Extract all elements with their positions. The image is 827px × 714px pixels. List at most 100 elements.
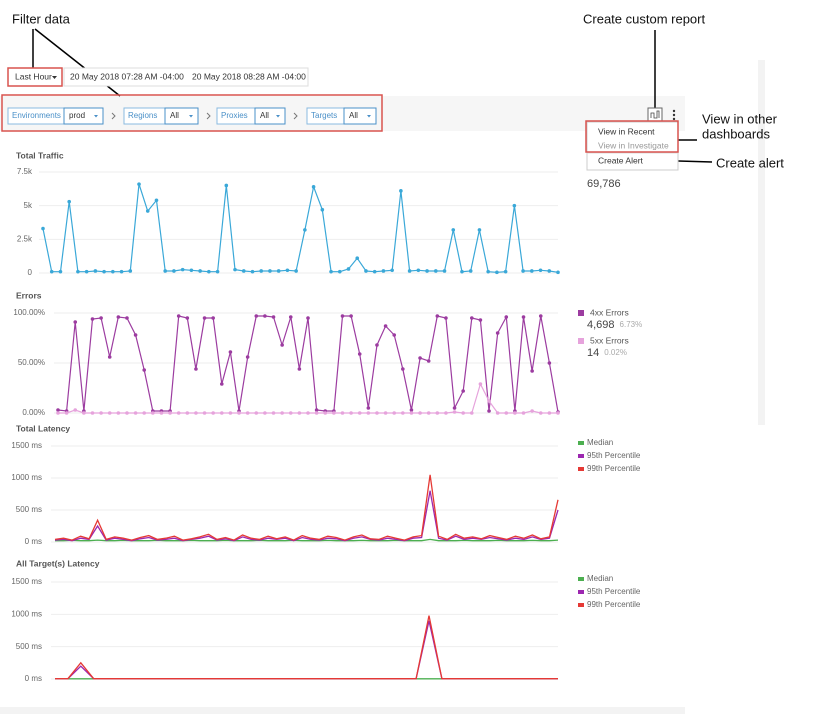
y-tick-label: 0 ms (25, 674, 42, 683)
filter-value[interactable]: prod (69, 111, 85, 120)
data-point (67, 199, 71, 204)
data-point (409, 408, 414, 412)
filters: Environments prod Regions All Proxies All Targ… (7, 107, 377, 125)
chevron (111, 112, 116, 120)
data-point (349, 411, 353, 415)
series-total: 4,698 (587, 319, 615, 331)
data-point (125, 316, 129, 320)
y-tick-label: 0 ms (25, 537, 42, 546)
data-point (154, 198, 159, 203)
series-line (55, 620, 558, 680)
data-point (111, 269, 115, 274)
y-tick-label: 7.5k (17, 167, 33, 176)
filter-select[interactable] (254, 107, 286, 125)
data-point (194, 411, 198, 415)
data-point (116, 411, 121, 415)
legend-label: 95th Percentile (587, 587, 641, 596)
filter-value[interactable]: All (260, 111, 269, 120)
data-point (219, 382, 224, 386)
y-tick-label: 0 (28, 268, 33, 277)
data-point (107, 411, 112, 415)
data-point (512, 203, 517, 208)
data-point (211, 316, 215, 320)
data-point (56, 411, 60, 415)
legend-label: 95th Percentile (587, 451, 641, 460)
data-point (228, 411, 233, 415)
y-tick-label: 500 ms (16, 642, 42, 651)
data-point (375, 411, 379, 415)
data-point (294, 269, 298, 273)
caret (189, 115, 193, 118)
data-point (73, 320, 78, 324)
y-tick-label: 1500 ms (11, 441, 42, 450)
range-button[interactable]: Last Hour (7, 67, 63, 87)
charts: Total Traffic 0 2.5k 5k 7.5k 69,786 Errors 0.00… (11, 150, 642, 683)
data-point (332, 411, 336, 415)
chart-title: Total Traffic (16, 150, 64, 160)
data-point (444, 411, 448, 415)
data-point (142, 411, 147, 415)
data-point (306, 316, 310, 320)
data-point (452, 406, 457, 410)
range-button-box[interactable] (7, 67, 63, 87)
y-tick-label: 1000 ms (11, 609, 42, 618)
data-point (521, 269, 525, 273)
data-point (486, 269, 490, 274)
data-point (399, 189, 403, 193)
data-point (444, 316, 448, 320)
data-point (504, 411, 509, 415)
custom-report-button[interactable] (647, 107, 663, 122)
range-label[interactable]: Last Hour (15, 71, 52, 81)
filter-label: Regions (128, 111, 157, 120)
data-point (478, 318, 483, 322)
filter-value[interactable]: All (170, 111, 179, 120)
data-point (303, 228, 307, 232)
data-point (263, 411, 267, 415)
filter-select[interactable] (343, 107, 377, 125)
data-point (271, 315, 276, 319)
data-point (297, 411, 302, 415)
more-button[interactable] (672, 109, 676, 121)
caret (52, 76, 57, 79)
chart-title: Errors (16, 290, 42, 300)
caret (276, 115, 280, 118)
data-point (202, 316, 207, 320)
legend-swatch (578, 590, 584, 594)
data-point (137, 182, 141, 186)
menu-item[interactable]: Create Alert (598, 155, 644, 165)
data-point (93, 269, 98, 273)
data-point (151, 411, 155, 415)
data-point (521, 315, 526, 319)
data-point (337, 269, 342, 274)
total-value: 69,786 (587, 178, 621, 190)
data-point (207, 269, 211, 274)
data-point (84, 269, 89, 274)
data-point (56, 408, 60, 412)
data-point (224, 183, 229, 188)
data-point (381, 269, 386, 273)
legend-label: Median (587, 574, 613, 583)
filter-label: Proxies (221, 111, 248, 120)
side-strip (758, 60, 765, 425)
data-point (513, 411, 517, 415)
highlight (585, 120, 679, 153)
menu-item[interactable]: View in Investigate (598, 140, 669, 150)
data-point (407, 269, 412, 273)
report-icon (650, 110, 660, 119)
data-point (452, 410, 457, 414)
data-point (142, 368, 147, 372)
filter-select[interactable] (63, 107, 104, 125)
filter-value[interactable]: All (349, 111, 358, 120)
data-point (433, 269, 438, 273)
data-point (392, 333, 397, 337)
data-point (320, 207, 325, 212)
data-point (237, 411, 241, 415)
data-point (530, 369, 534, 373)
data-point (119, 269, 124, 274)
menu-item[interactable]: View in Recent (598, 126, 655, 136)
filter-select[interactable] (164, 107, 199, 125)
data-point (133, 333, 138, 337)
caret (94, 115, 98, 118)
data-point (547, 269, 552, 273)
